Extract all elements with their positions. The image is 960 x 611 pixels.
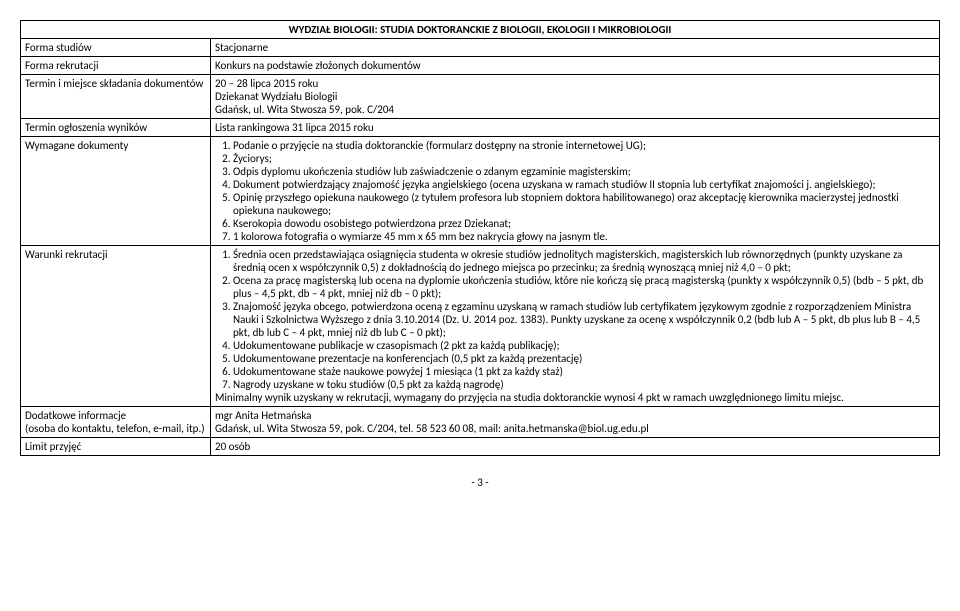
- value-recruitment-conditions: Średnia ocen przedstawiająca osiągnięcia…: [211, 246, 940, 407]
- list-item: Ocena za pracę magisterską lub ocena na …: [233, 274, 935, 300]
- label-required-docs: Wymagane dokumenty: [21, 137, 211, 246]
- list-item: Życiorys;: [233, 152, 935, 165]
- value-admission-limit: 20 osób: [211, 438, 940, 456]
- row-recruitment-form: Forma rekrutacji Konkurs na podstawie zł…: [21, 57, 940, 75]
- list-item: Opinię przyszłego opiekuna naukowego (z …: [233, 191, 935, 217]
- list-item: Dokument potwierdzający znajomość języka…: [233, 178, 935, 191]
- label-additional-info: Dodatkowe informacje (osoba do kontaktu,…: [21, 407, 211, 438]
- table-header-row: WYDZIAŁ BIOLOGII: STUDIA DOKTORANCKIE Z …: [21, 21, 940, 39]
- info-line: Gdańsk, ul. Wita Stwosza 59, pok. C/204,…: [215, 422, 935, 435]
- value-study-form: Stacjonarne: [211, 39, 940, 57]
- list-item: Kserokopia dowodu osobistego potwierdzon…: [233, 217, 935, 230]
- list-item: Znajomość języka obcego, potwierdzona oc…: [233, 300, 935, 339]
- page-number: - 3 -: [20, 476, 940, 489]
- label-results-date: Termin ogłoszenia wyników: [21, 119, 211, 137]
- list-item: Udokumentowane prezentacje na konferencj…: [233, 352, 935, 365]
- label-admission-limit: Limit przyjęć: [21, 438, 211, 456]
- label-recruitment-conditions: Warunki rekrutacji: [21, 246, 211, 407]
- info-table: WYDZIAŁ BIOLOGII: STUDIA DOKTORANCKIE Z …: [20, 20, 940, 456]
- value-results-date: Lista rankingowa 31 lipca 2015 roku: [211, 119, 940, 137]
- conditions-list: Średnia ocen przedstawiająca osiągnięcia…: [215, 248, 935, 391]
- value-required-docs: Podanie o przyjęcie na studia doktoranck…: [211, 137, 940, 246]
- table-header: WYDZIAŁ BIOLOGII: STUDIA DOKTORANCKIE Z …: [21, 21, 940, 39]
- row-study-form: Forma studiów Stacjonarne: [21, 39, 940, 57]
- document-page: WYDZIAŁ BIOLOGII: STUDIA DOKTORANCKIE Z …: [20, 20, 940, 489]
- label-line: Dodatkowe informacje: [25, 409, 206, 422]
- list-item: Nagrody uzyskane w toku studiów (0,5 pkt…: [233, 378, 935, 391]
- row-required-docs: Wymagane dokumenty Podanie o przyjęcie n…: [21, 137, 940, 246]
- row-admission-limit: Limit przyjęć 20 osób: [21, 438, 940, 456]
- label-submission: Termin i miejsce składania dokumentów: [21, 75, 211, 119]
- submission-line: Dziekanat Wydziału Biologii: [215, 90, 935, 103]
- list-item: Średnia ocen przedstawiająca osiągnięcia…: [233, 248, 935, 274]
- row-additional-info: Dodatkowe informacje (osoba do kontaktu,…: [21, 407, 940, 438]
- row-recruitment-conditions: Warunki rekrutacji Średnia ocen przedsta…: [21, 246, 940, 407]
- label-study-form: Forma studiów: [21, 39, 211, 57]
- conditions-tail: Minimalny wynik uzyskany w rekrutacji, w…: [215, 391, 935, 404]
- value-recruitment-form: Konkurs na podstawie złożonych dokumentó…: [211, 57, 940, 75]
- list-item: Udokumentowane publikacje w czasopismach…: [233, 339, 935, 352]
- row-results-date: Termin ogłoszenia wyników Lista rankingo…: [21, 119, 940, 137]
- value-additional-info: mgr Anita Hetmańska Gdańsk, ul. Wita Stw…: [211, 407, 940, 438]
- label-line: (osoba do kontaktu, telefon, e-mail, itp…: [25, 422, 206, 435]
- label-recruitment-form: Forma rekrutacji: [21, 57, 211, 75]
- submission-line: Gdańsk, ul. Wita Stwosza 59, pok. C/204: [215, 103, 935, 116]
- row-submission: Termin i miejsce składania dokumentów 20…: [21, 75, 940, 119]
- list-item: 1 kolorowa fotografia o wymiarze 45 mm x…: [233, 230, 935, 243]
- required-docs-list: Podanie o przyjęcie na studia doktoranck…: [215, 139, 935, 243]
- list-item: Udokumentowane staże naukowe powyżej 1 m…: [233, 365, 935, 378]
- value-submission: 20 – 28 lipca 2015 roku Dziekanat Wydzia…: [211, 75, 940, 119]
- info-line: mgr Anita Hetmańska: [215, 409, 935, 422]
- list-item: Odpis dyplomu ukończenia studiów lub zaś…: [233, 165, 935, 178]
- submission-line: 20 – 28 lipca 2015 roku: [215, 77, 935, 90]
- list-item: Podanie o przyjęcie na studia doktoranck…: [233, 139, 935, 152]
